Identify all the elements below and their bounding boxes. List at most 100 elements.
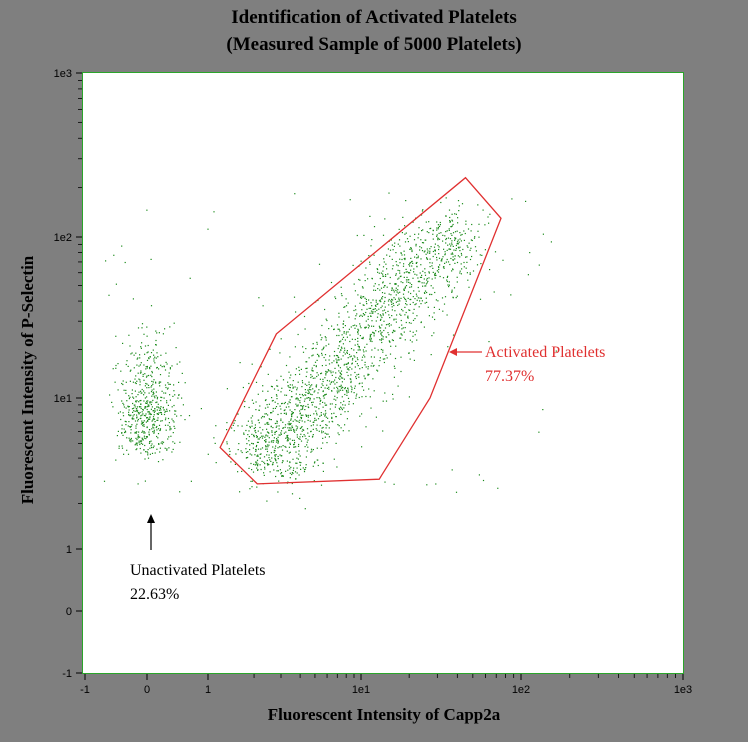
- data-point: [431, 335, 433, 337]
- data-point: [268, 457, 270, 459]
- data-point: [452, 269, 454, 271]
- data-point: [354, 385, 356, 387]
- data-point: [112, 406, 114, 408]
- data-point: [340, 358, 342, 360]
- data-point: [446, 258, 448, 261]
- data-point: [389, 341, 391, 343]
- data-point: [358, 396, 360, 399]
- data-point: [324, 404, 326, 406]
- data-point: [137, 394, 139, 396]
- data-point: [280, 432, 282, 434]
- data-point: [439, 221, 441, 224]
- data-point: [155, 339, 157, 342]
- data-point: [340, 373, 342, 375]
- data-point: [365, 301, 367, 303]
- data-point: [327, 369, 329, 371]
- data-point: [502, 259, 504, 261]
- data-point: [286, 460, 288, 462]
- data-point: [361, 382, 363, 384]
- data-point: [460, 234, 462, 236]
- data-point: [357, 349, 359, 351]
- data-point: [148, 418, 150, 420]
- data-point: [322, 431, 324, 433]
- data-point: [395, 273, 397, 275]
- data-point: [235, 453, 237, 455]
- data-point: [268, 432, 270, 434]
- data-point: [292, 469, 294, 471]
- data-point: [385, 275, 387, 277]
- data-point: [480, 263, 482, 265]
- data-point: [411, 341, 413, 343]
- data-point: [267, 406, 269, 408]
- data-point: [289, 356, 291, 358]
- data-point: [438, 253, 440, 255]
- data-point: [162, 441, 165, 443]
- data-point: [287, 427, 289, 429]
- data-point: [278, 446, 281, 448]
- data-point: [264, 436, 266, 438]
- data-point: [412, 221, 414, 223]
- data-point: [156, 429, 158, 431]
- data-point: [381, 316, 383, 319]
- data-point: [338, 434, 340, 436]
- data-point: [315, 406, 318, 408]
- x-axis-label: Fluorescent Intensity of Capp2a: [267, 705, 501, 724]
- data-point: [138, 401, 140, 403]
- activated-gate[interactable]: [219, 176, 502, 485]
- data-point: [368, 307, 370, 309]
- data-point: [419, 300, 421, 302]
- data-point: [317, 392, 319, 394]
- data-point: [478, 236, 480, 238]
- data-point: [381, 331, 383, 333]
- data-point: [340, 384, 342, 386]
- data-point: [310, 431, 312, 433]
- data-point: [173, 425, 175, 427]
- data-point: [355, 309, 357, 311]
- data-point: [457, 200, 460, 202]
- data-point: [369, 338, 371, 340]
- data-point: [147, 449, 149, 451]
- data-point: [124, 430, 126, 432]
- data-point: [322, 426, 324, 429]
- data-point: [336, 386, 338, 388]
- data-point: [139, 447, 141, 450]
- data-point: [344, 325, 346, 327]
- data-point: [347, 331, 349, 333]
- data-point: [124, 431, 126, 434]
- data-point: [368, 325, 370, 327]
- data-point: [121, 428, 123, 430]
- data-point: [255, 448, 257, 451]
- data-point: [141, 388, 143, 391]
- data-point: [435, 299, 437, 301]
- data-point: [179, 491, 181, 493]
- data-point: [370, 307, 372, 309]
- unactivated-label: Unactivated Platelets: [130, 562, 266, 579]
- data-point: [136, 364, 138, 366]
- data-point: [395, 301, 397, 303]
- data-point: [488, 341, 490, 343]
- data-point: [404, 286, 406, 288]
- data-point: [404, 314, 406, 316]
- data-point: [372, 365, 374, 367]
- data-point: [132, 381, 134, 383]
- data-point: [538, 264, 540, 266]
- data-point: [286, 450, 288, 452]
- data-point: [380, 327, 382, 329]
- data-point: [370, 365, 372, 367]
- data-point: [266, 423, 268, 425]
- data-point: [273, 451, 275, 453]
- data-point: [395, 287, 397, 289]
- data-point: [340, 293, 343, 295]
- data-point: [419, 297, 421, 299]
- data-point: [338, 391, 340, 393]
- data-point: [146, 387, 148, 389]
- data-point: [454, 213, 456, 215]
- data-point: [230, 461, 232, 463]
- data-point: [451, 242, 453, 244]
- data-point: [406, 304, 408, 306]
- data-point: [352, 264, 354, 266]
- data-point: [115, 367, 117, 369]
- data-point: [344, 349, 346, 351]
- data-point: [351, 362, 353, 364]
